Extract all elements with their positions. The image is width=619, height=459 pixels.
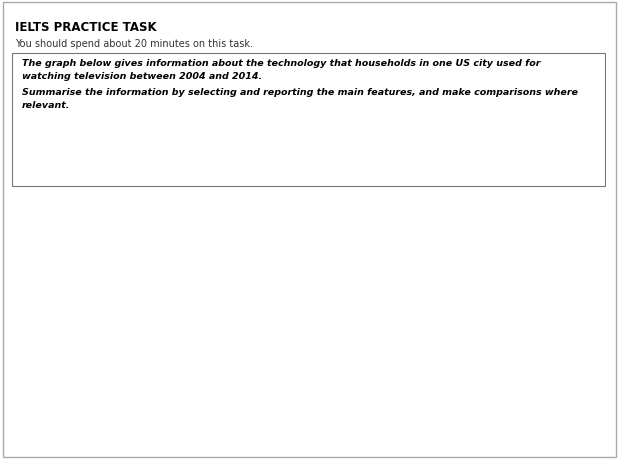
Text: watching television between 2004 and 2014.: watching television between 2004 and 201… (22, 72, 262, 81)
Y-axis label: Number of households: Number of households (18, 251, 28, 362)
Text: You should spend about 20 minutes on this task.: You should spend about 20 minutes on thi… (15, 39, 253, 49)
Text: IELTS PRACTICE TASK: IELTS PRACTICE TASK (15, 21, 157, 34)
X-axis label: Year: Year (229, 436, 251, 446)
Legend: Satellite, Cable, Internet, Broadcast: Satellite, Cable, Internet, Broadcast (415, 261, 504, 336)
Text: relevant.: relevant. (22, 101, 70, 111)
Text: The graph below gives information about the technology that households in one US: The graph below gives information about … (22, 59, 540, 68)
Text: Summarise the information by selecting and reporting the main features, and make: Summarise the information by selecting a… (22, 88, 578, 97)
